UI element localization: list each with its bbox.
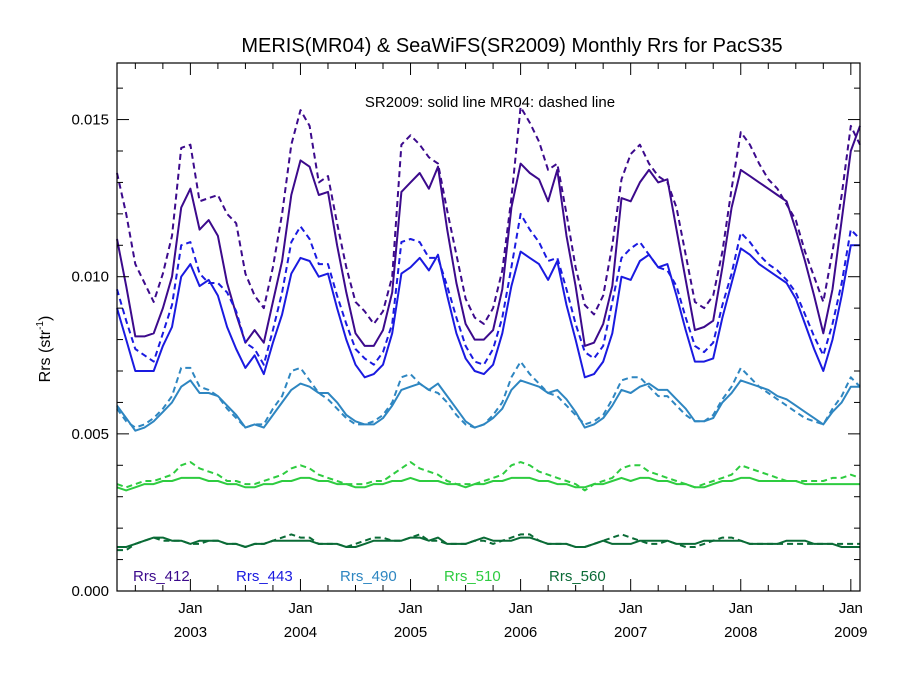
legend-entry-rrs-412: Rrs_412 <box>133 568 190 585</box>
legend-entry-rrs-560: Rrs_560 <box>549 568 606 585</box>
rrs-510-sr2009-line <box>116 476 860 492</box>
y-tick-label: 0.005 <box>71 426 109 443</box>
x-tick-label-month: Jan <box>839 600 863 617</box>
rrs-490-sr2009-line <box>116 379 860 432</box>
rrs-412-mr04-line <box>116 106 861 325</box>
plot-area <box>116 106 861 552</box>
y-axis-label-text: Rrs (str <box>37 329 54 382</box>
rrs-560-sr2009-line <box>117 536 860 548</box>
y-tick-label: 0.010 <box>71 269 109 286</box>
x-tick-label-year: 2004 <box>284 624 317 641</box>
x-tick-label-month: Jan <box>398 600 422 617</box>
svg-text:Rrs (str-1): Rrs (str-1) <box>35 316 54 383</box>
y-axis-label-end: ) <box>37 316 54 321</box>
y-tick-label: 0.015 <box>71 112 109 129</box>
y-tick-label: 0.000 <box>71 583 109 600</box>
rrs-560-mr04-line <box>117 533 860 552</box>
y-axis-label-superscript: -1 <box>35 321 46 330</box>
x-tick-label-month: Jan <box>288 600 312 617</box>
rrs-490-mr04-line <box>116 360 861 429</box>
x-tick-label-year: 2005 <box>394 624 427 641</box>
plot-frame <box>116 62 861 592</box>
chart-title: MERIS(MR04) & SeaWiFS(SR2009) Monthly Rr… <box>241 35 782 57</box>
x-tick-label-year: 2009 <box>834 624 867 641</box>
x-tick-label-month: Jan <box>729 600 753 617</box>
x-tick-label-year: 2003 <box>174 624 207 641</box>
x-tick-label-year: 2006 <box>504 624 537 641</box>
x-tick-label-month: Jan <box>619 600 643 617</box>
axis-ticks: 0.000 0.005 0.010 0.015 Jan 2003 Jan 2004 Jan 200… <box>71 63 868 641</box>
x-tick-label-month: Jan <box>178 600 202 617</box>
legend-entry-rrs-443: Rrs_443 <box>236 568 293 585</box>
line-style-annotation: SR2009: solid line MR04: dashed line <box>365 94 615 111</box>
legend-entry-rrs-490: Rrs_490 <box>340 568 397 585</box>
x-tick-label-year: 2008 <box>724 624 757 641</box>
legend-entry-rrs-510: Rrs_510 <box>444 568 501 585</box>
rrs-510-mr04-line <box>116 461 861 492</box>
x-tick-label-year: 2007 <box>614 624 647 641</box>
legend: Rrs_412 Rrs_443 Rrs_490 Rrs_510 Rrs_560 <box>133 568 606 585</box>
rrs-443-sr2009-line <box>116 244 860 379</box>
rrs-412-sr2009-line <box>116 125 861 347</box>
x-tick-label-month: Jan <box>509 600 533 617</box>
y-axis-title: Rrs (str-1) <box>35 316 54 383</box>
